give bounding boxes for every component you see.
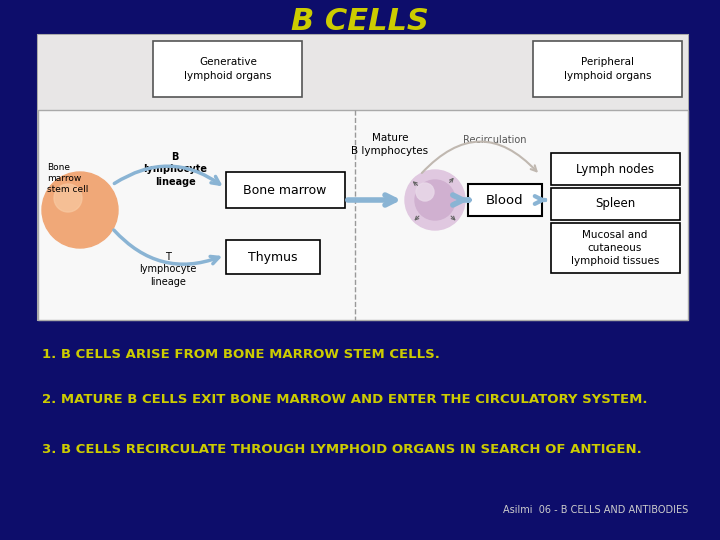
Text: Mature
B lymphocytes: Mature B lymphocytes	[351, 133, 428, 156]
Circle shape	[416, 183, 434, 201]
Text: B
lymphocyte
lineage: B lymphocyte lineage	[143, 152, 207, 187]
Bar	[38, 35, 688, 110]
FancyBboxPatch shape	[226, 240, 320, 274]
FancyBboxPatch shape	[551, 188, 680, 220]
Circle shape	[42, 172, 118, 248]
Bar	[38, 110, 688, 320]
FancyBboxPatch shape	[551, 153, 680, 185]
Text: B CELLS: B CELLS	[291, 8, 429, 37]
FancyArrowPatch shape	[422, 141, 536, 173]
Text: Peripheral
lymphoid organs: Peripheral lymphoid organs	[564, 57, 652, 80]
Bar	[38, 35, 688, 320]
Text: Spleen: Spleen	[595, 198, 635, 211]
Text: Recirculation: Recirculation	[463, 135, 527, 145]
FancyBboxPatch shape	[153, 41, 302, 97]
Text: 2. MATURE B CELLS EXIT BONE MARROW AND ENTER THE CIRCULATORY SYSTEM.: 2. MATURE B CELLS EXIT BONE MARROW AND E…	[42, 393, 647, 406]
Text: 3. B CELLS RECIRCULATE THROUGH LYMPHOID ORGANS IN SEARCH OF ANTIGEN.: 3. B CELLS RECIRCULATE THROUGH LYMPHOID …	[42, 443, 642, 456]
Circle shape	[54, 184, 82, 212]
Text: Lymph nodes: Lymph nodes	[576, 163, 654, 176]
Text: 1. B CELLS ARISE FROM BONE MARROW STEM CELLS.: 1. B CELLS ARISE FROM BONE MARROW STEM C…	[42, 348, 440, 361]
FancyBboxPatch shape	[226, 172, 345, 208]
Text: Mucosal and
cutaneous
lymphoid tissues: Mucosal and cutaneous lymphoid tissues	[571, 230, 660, 266]
FancyBboxPatch shape	[551, 223, 680, 273]
FancyBboxPatch shape	[533, 41, 682, 97]
Circle shape	[415, 180, 455, 220]
Circle shape	[405, 170, 465, 230]
Text: Asilmi  06 - B CELLS AND ANTIBODIES: Asilmi 06 - B CELLS AND ANTIBODIES	[503, 505, 688, 515]
Text: Bone
marrow
stem cell: Bone marrow stem cell	[47, 163, 89, 194]
Text: Thymus: Thymus	[248, 251, 298, 264]
FancyBboxPatch shape	[468, 184, 542, 216]
Text: T
lymphocyte
lineage: T lymphocyte lineage	[139, 252, 197, 287]
Text: Bone marrow: Bone marrow	[243, 184, 327, 197]
Text: Generative
lymphoid organs: Generative lymphoid organs	[184, 57, 271, 80]
Text: Blood: Blood	[486, 193, 524, 206]
